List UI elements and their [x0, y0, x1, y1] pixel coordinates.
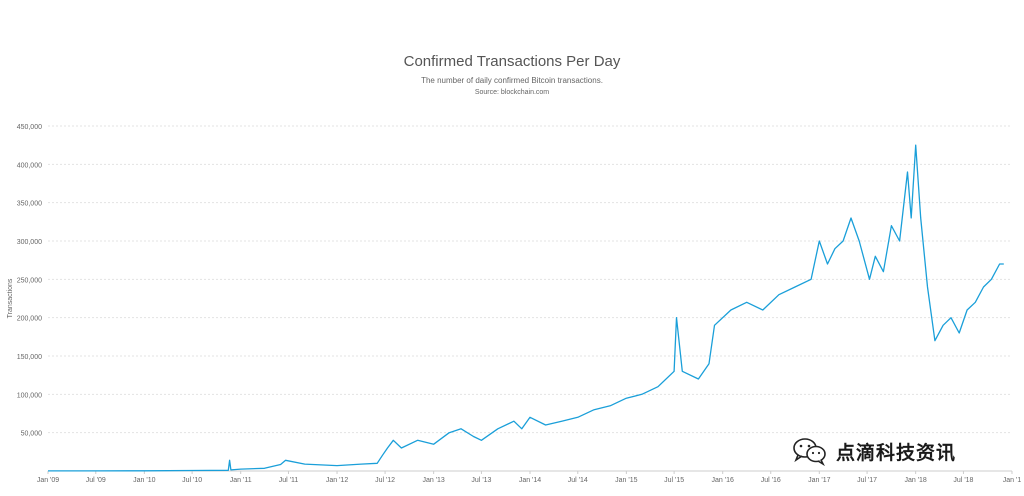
- x-tick-label: Jul '15: [664, 477, 684, 484]
- y-tick-label: 50,000: [21, 431, 43, 438]
- x-tick-label: Jul '13: [471, 477, 491, 484]
- y-axis-label: Transactions: [7, 278, 14, 318]
- x-tick-label: Jan '17: [808, 477, 830, 484]
- y-tick-label: 350,000: [17, 201, 42, 208]
- x-tick-label: Jul '17: [857, 477, 877, 484]
- x-tick-label: Jul '12: [375, 477, 395, 484]
- chart-source: Source: blockchain.com: [474, 89, 550, 96]
- x-tick-label: Jan '10: [133, 477, 155, 484]
- x-tick-label: Jan '09: [37, 477, 59, 484]
- chart-subtitle: The number of daily confirmed Bitcoin tr…: [421, 76, 603, 85]
- x-tick-label: Jan '14: [519, 477, 541, 484]
- x-tick-label: Jan '12: [326, 477, 348, 484]
- x-tick-label: Jul '18: [953, 477, 973, 484]
- y-tick-label: 450,000: [17, 124, 42, 131]
- x-tick-label: Jan '13: [422, 477, 444, 484]
- x-tick-label: Jul '10: [182, 477, 202, 484]
- wechat-icon: [793, 438, 826, 466]
- watermark-text: 点滴科技资讯: [836, 441, 957, 464]
- x-tick-label: Jul '16: [761, 477, 781, 484]
- x-tick-label: Jul '14: [568, 477, 588, 484]
- watermark: 点滴科技资讯: [792, 436, 956, 466]
- y-tick-label: 250,000: [17, 277, 42, 284]
- chart-title: Confirmed Transactions Per Day: [403, 53, 621, 70]
- x-tick-label: Jan '1: [1003, 477, 1022, 484]
- y-tick-label: 100,000: [17, 392, 42, 399]
- x-tick-label: Jan '11: [230, 477, 252, 484]
- y-tick-label: 400,000: [17, 162, 42, 169]
- x-tick-label: Jan '18: [904, 477, 926, 484]
- y-tick-label: 200,000: [17, 316, 42, 323]
- y-tick-label: 150,000: [17, 354, 42, 361]
- x-tick-label: Jul '11: [279, 477, 299, 484]
- x-tick-label: Jul '09: [86, 477, 106, 484]
- y-tick-label: 300,000: [17, 239, 42, 246]
- x-tick-label: Jan '16: [712, 477, 734, 484]
- series-line: [48, 144, 1004, 472]
- x-tick-label: Jan '15: [615, 477, 637, 484]
